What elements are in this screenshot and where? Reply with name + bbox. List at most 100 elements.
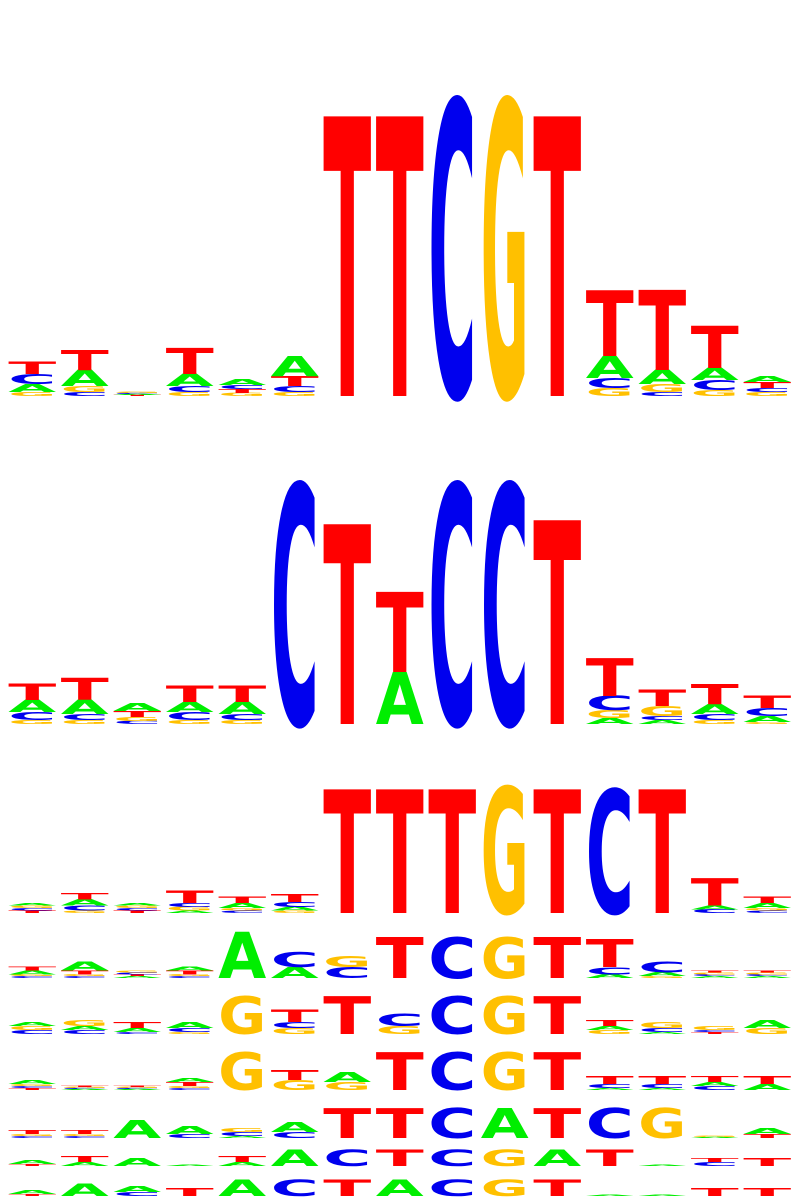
logo-letter-t: T: [376, 1042, 424, 1103]
logo-column: CT: [691, 1157, 739, 1167]
logo-column: ACT: [586, 1074, 635, 1091]
logo-letter-a: A: [691, 365, 739, 384]
logo-column: GA: [323, 1069, 371, 1092]
logo-letter-a: A: [61, 898, 110, 908]
logo-column: C: [586, 1100, 634, 1148]
logo-column: T: [533, 1176, 582, 1200]
logo-letter-c: C: [586, 757, 634, 954]
logo-letter-a: A: [743, 1018, 792, 1031]
logo-letter-g: G: [481, 1043, 529, 1103]
logo-letter-a: A: [691, 1137, 739, 1139]
logo-letter-c: C: [428, 1100, 476, 1148]
logo-letter-c: C: [271, 1130, 319, 1140]
logo-letter-g: G: [113, 392, 161, 394]
logo-letter-t: T: [638, 1074, 687, 1087]
logo-letter-c: C: [691, 712, 739, 722]
logo-letter-g: G: [166, 906, 214, 912]
logo-letter-a: A: [8, 1079, 56, 1085]
logo-column: C: [586, 757, 634, 954]
logo-letter-t: T: [8, 1087, 56, 1090]
logo-letter-a: A: [113, 1089, 161, 1091]
logo-letter-a: A: [218, 378, 266, 387]
logo-column: GC: [376, 1011, 424, 1036]
logo-letter-g: G: [8, 1133, 56, 1136]
logo-letter-c: C: [61, 1029, 109, 1035]
logo-column: GA: [743, 1018, 792, 1036]
logo-letter-c: C: [271, 419, 319, 802]
logo-column: TA: [8, 1159, 56, 1167]
logo-letter-a: A: [638, 1088, 686, 1091]
logo-letter-a: A: [61, 1181, 109, 1200]
logo-letter-c: C: [586, 1100, 634, 1148]
logo-letter-t: T: [323, 41, 371, 488]
logo-letter-a: A: [166, 1077, 214, 1083]
logo-column: G: [481, 1043, 529, 1103]
logo-column: T: [743, 1156, 792, 1169]
logo-letter-a: A: [743, 976, 791, 979]
logo-letter-g: G: [166, 1031, 214, 1034]
logo-column: C: [271, 419, 319, 802]
logo-letter-c: C: [376, 1011, 424, 1030]
logo-column: G: [218, 1043, 266, 1103]
logo-letter-g: G: [376, 1024, 424, 1037]
logo-letter-t: T: [271, 1007, 319, 1026]
logo-letter-t: T: [533, 466, 581, 791]
logo-column: AC: [271, 948, 319, 981]
logo-column: T: [533, 986, 581, 1047]
logo-letter-c: C: [166, 384, 214, 394]
logo-letter-g: G: [691, 1136, 739, 1138]
logo-letter-t: T: [323, 471, 371, 790]
logo-letter-c: C: [586, 1083, 634, 1089]
logo-letter-c: C: [61, 712, 109, 722]
logo-letter-t: T: [218, 1154, 266, 1164]
logo-letter-c: C: [271, 1020, 319, 1030]
logo-letter-t: T: [8, 680, 57, 705]
logo-letter-c: C: [218, 1131, 266, 1137]
logo-column: C: [428, 1042, 476, 1103]
logo-letter-t: T: [376, 926, 424, 991]
logo-column: T: [533, 41, 581, 488]
logo-letter-t: T: [61, 1086, 109, 1088]
logo-letter-a: A: [586, 973, 634, 979]
logo-letter-a: A: [691, 976, 739, 979]
logo-letter-c: C: [586, 376, 634, 392]
logo-letter-g: G: [218, 719, 266, 725]
logo-letter-g: G: [691, 388, 739, 398]
logo-letter-c: C: [218, 384, 266, 390]
logo-letter-t: T: [166, 970, 214, 976]
logo-letter-c: C: [743, 387, 791, 393]
logo-letter-a: A: [61, 1161, 109, 1167]
logo-letter-t: T: [8, 910, 56, 914]
logo-letter-g: G: [8, 905, 56, 909]
logo-column: A: [271, 1146, 319, 1171]
logo-letter-t: T: [376, 41, 424, 488]
logo-letter-t: T: [743, 970, 791, 973]
logo-column: T: [323, 41, 371, 488]
logo-letter-t: T: [743, 693, 791, 712]
logo-letter-c: C: [428, 1146, 476, 1172]
logo-column: G: [481, 21, 529, 493]
logo-letter-c: C: [743, 910, 791, 914]
logo-letter-a: A: [218, 1176, 266, 1200]
logo-letter-t: T: [533, 41, 581, 488]
logo-letter-t: T: [376, 1100, 424, 1148]
logo-letter-g: G: [8, 391, 56, 397]
logo-letter-a: A: [323, 1069, 371, 1085]
logo-letter-c: C: [8, 976, 56, 979]
logo-letter-t: T: [218, 895, 266, 905]
logo-letter-t: T: [166, 341, 214, 383]
logo-letter-t: T: [113, 910, 161, 914]
logo-letter-c: C: [166, 976, 214, 979]
logo-letter-a: A: [113, 394, 161, 396]
logo-letter-g: G: [218, 1043, 266, 1103]
logo-letter-c: C: [586, 965, 634, 977]
logo-letter-t: T: [113, 1020, 161, 1030]
